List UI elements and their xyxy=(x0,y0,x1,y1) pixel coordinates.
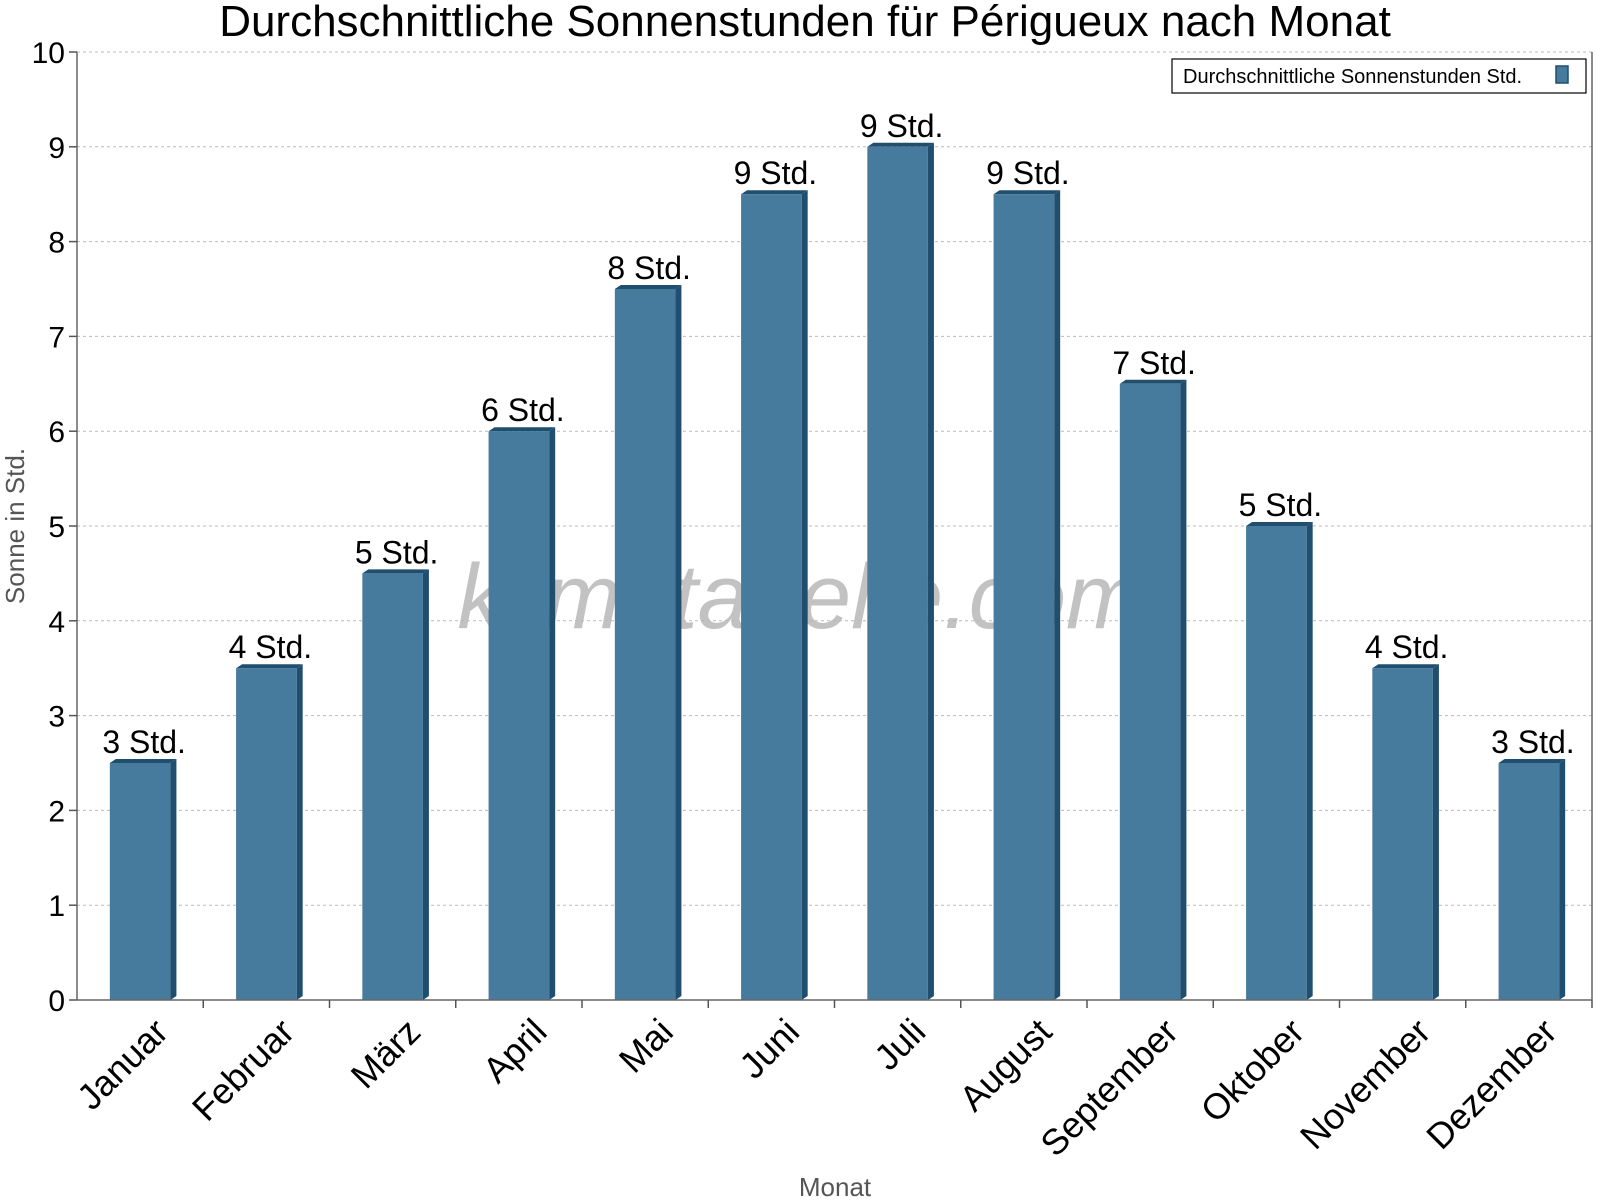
bar-front xyxy=(1246,526,1307,1000)
bar-top xyxy=(1246,522,1313,526)
bar-side xyxy=(1306,522,1313,1000)
legend: Durchschnittliche Sonnenstunden Std. xyxy=(1171,58,1587,94)
x-axis-title: Monat xyxy=(799,1172,872,1200)
bar-top xyxy=(741,190,808,195)
x-tick-label: Januar xyxy=(69,1011,176,1118)
bar-side xyxy=(549,427,556,1000)
bar-top xyxy=(614,285,682,289)
bar xyxy=(1498,759,1566,1000)
bar-side xyxy=(1054,190,1061,1000)
data-label: 9 Std. xyxy=(734,155,818,191)
x-tick-label: November xyxy=(1292,1011,1438,1157)
bar-front xyxy=(741,194,802,1000)
bar-side xyxy=(1180,379,1187,1000)
y-tick-label: 10 xyxy=(32,37,65,70)
data-label: 7 Std. xyxy=(1112,345,1196,381)
bar xyxy=(867,142,934,1001)
x-tick-label: Juni xyxy=(731,1011,807,1087)
y-tick-label: 2 xyxy=(48,795,65,828)
bar-side xyxy=(422,569,429,1000)
x-tick-label: Juli xyxy=(866,1011,933,1078)
bar-side xyxy=(1559,759,1566,1000)
y-tick-label: 5 xyxy=(48,511,65,544)
bar xyxy=(1372,664,1439,1000)
y-tick-label: 8 xyxy=(48,227,65,260)
x-tick-label: August xyxy=(951,1011,1059,1119)
data-label: 6 Std. xyxy=(481,392,565,428)
y-tick-label: 1 xyxy=(48,890,65,923)
y-axis-ticks: 0 1 2 3 4 5 6 7 8 9 10 xyxy=(32,37,77,1018)
bar-top xyxy=(867,142,934,147)
bar-top xyxy=(993,190,1061,195)
bar-top xyxy=(1498,759,1566,763)
bar-top xyxy=(1119,379,1187,384)
data-label: 9 Std. xyxy=(860,108,944,144)
bar-front xyxy=(1372,668,1433,1000)
x-tick-label: September xyxy=(1032,1011,1186,1165)
value-labels: 3 Std. 4 Std. 5 Std. 6 Std. 8 Std. 9 Std. 9 St… xyxy=(102,108,1574,760)
bar-top xyxy=(236,664,303,669)
bar-front xyxy=(1498,763,1560,1000)
legend-box xyxy=(1171,58,1587,94)
bar-top xyxy=(488,427,556,432)
x-tick-label: Mai xyxy=(611,1011,681,1081)
bar-front xyxy=(1119,383,1181,1000)
bar-side xyxy=(1432,664,1439,1000)
bar-side xyxy=(675,285,682,1000)
data-label: 3 Std. xyxy=(1491,724,1575,760)
data-label: 9 Std. xyxy=(986,155,1070,191)
bar-front xyxy=(362,573,423,1000)
bar-side xyxy=(801,190,808,1000)
bar-series xyxy=(109,142,1566,1001)
data-label: 8 Std. xyxy=(607,250,691,286)
y-tick-label: 7 xyxy=(48,321,65,354)
bar-side xyxy=(927,142,934,1001)
y-tick-label: 3 xyxy=(48,701,65,734)
legend-swatch xyxy=(1555,65,1569,84)
bar-front xyxy=(488,431,550,1000)
bar xyxy=(109,759,177,1000)
bar xyxy=(614,285,682,1000)
bar xyxy=(236,664,303,1000)
x-tick-label: April xyxy=(475,1011,555,1091)
bar-front xyxy=(867,146,928,1001)
x-tick-label: Dezember xyxy=(1418,1011,1564,1157)
bar xyxy=(993,190,1061,1000)
bar-top xyxy=(109,759,177,763)
data-label: 5 Std. xyxy=(355,534,439,570)
x-tick-label: Februar xyxy=(184,1011,302,1129)
bar-top xyxy=(1372,664,1439,669)
y-tick-label: 6 xyxy=(48,416,65,449)
bar xyxy=(741,190,808,1000)
bar xyxy=(1119,379,1187,1000)
x-tick-label: Oktober xyxy=(1192,1011,1312,1131)
y-tick-label: 0 xyxy=(48,985,65,1018)
bar-front xyxy=(109,763,171,1000)
bar-side xyxy=(296,664,303,1000)
legend-label: Durchschnittliche Sonnenstunden Std. xyxy=(1183,66,1522,88)
y-tick-label: 9 xyxy=(48,132,65,165)
x-tick-label: März xyxy=(343,1011,429,1097)
bar xyxy=(488,427,556,1000)
data-label: 4 Std. xyxy=(229,629,313,665)
y-tick-label: 4 xyxy=(48,606,65,639)
bar xyxy=(1246,522,1313,1000)
x-axis-ticks: Januar Februar März April Mai Juni Juli AugustS… xyxy=(69,1000,1593,1165)
bar-front xyxy=(236,668,297,1000)
bar-top xyxy=(362,569,429,574)
y-axis-title: Sonne in Std. xyxy=(0,448,30,604)
data-label: 4 Std. xyxy=(1365,629,1449,665)
data-label: 3 Std. xyxy=(102,724,186,760)
bar xyxy=(362,569,429,1000)
bar-front xyxy=(993,194,1055,1000)
bar-side xyxy=(170,759,177,1000)
bar-front xyxy=(614,289,676,1000)
chart-title: Durchschnittliche Sonnenstunden für Péri… xyxy=(219,0,1391,46)
grid-lines xyxy=(77,51,1592,906)
data-label: 5 Std. xyxy=(1239,487,1323,523)
